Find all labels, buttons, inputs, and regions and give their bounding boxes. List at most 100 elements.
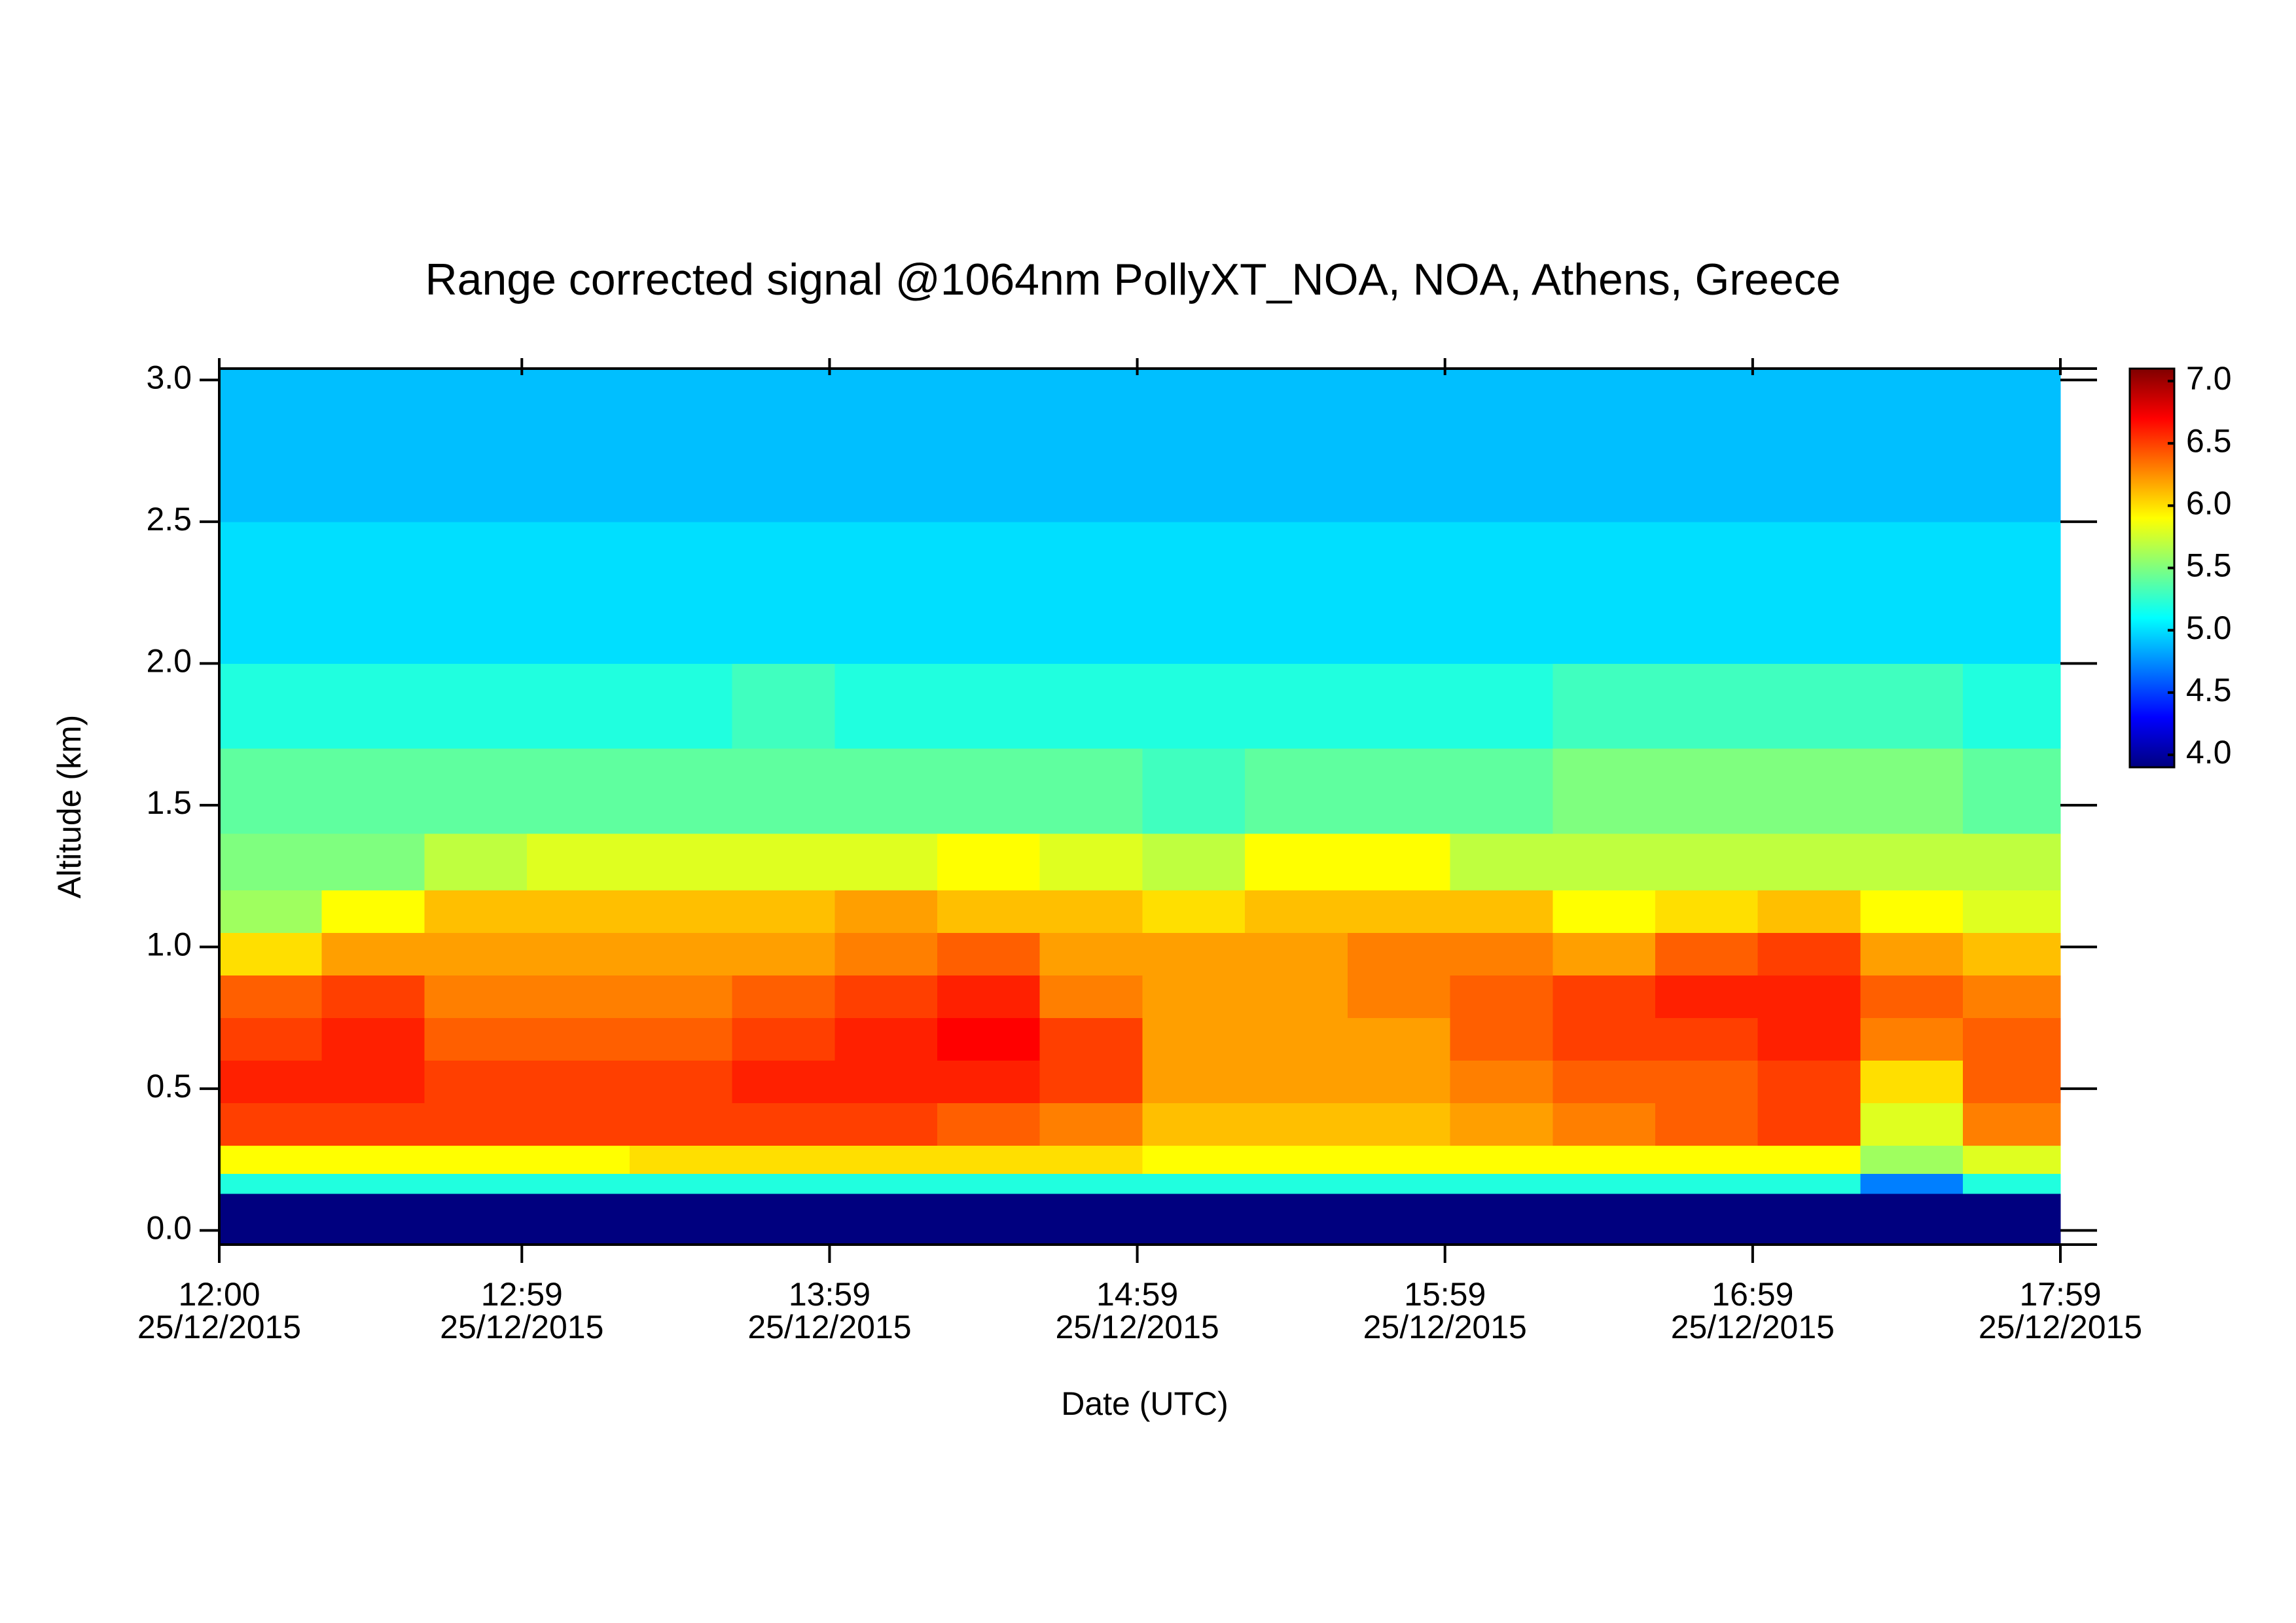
cell — [1963, 369, 2061, 522]
cell — [1450, 1145, 1553, 1175]
cell — [1039, 932, 1143, 976]
cell — [1757, 1017, 1861, 1061]
cell — [834, 521, 938, 664]
cell — [1142, 663, 1246, 749]
cell — [1860, 1145, 1964, 1175]
cell — [834, 1060, 938, 1103]
cell — [937, 975, 1041, 1019]
cell — [1655, 1017, 1759, 1061]
cell — [937, 369, 1041, 522]
cell — [1552, 1145, 1656, 1175]
cell — [1552, 1194, 1656, 1245]
cell — [1450, 1103, 1553, 1146]
cell — [321, 1017, 425, 1061]
y-tick-label: 3.0 — [146, 359, 192, 396]
cell — [1655, 833, 1759, 891]
cell — [1757, 748, 1861, 834]
cell — [219, 369, 323, 522]
cell — [732, 369, 835, 522]
colorbar-tick-label: 5.5 — [2186, 547, 2232, 584]
cell — [1552, 1060, 1656, 1103]
cell — [1757, 1173, 1861, 1194]
cell — [732, 932, 835, 976]
cell — [629, 932, 733, 976]
cell — [424, 369, 528, 522]
cell — [834, 975, 938, 1019]
cell — [1860, 1194, 1964, 1245]
cell — [1245, 748, 1348, 834]
x-tick-label: 25/12/2015 — [1671, 1309, 1835, 1345]
x-tick-label: 16:59 — [1712, 1276, 1793, 1313]
cell — [1347, 1194, 1451, 1245]
cell — [1142, 975, 1246, 1019]
cell — [1450, 975, 1553, 1019]
cell — [1039, 369, 1143, 522]
x-tick-label: 25/12/2015 — [1363, 1309, 1527, 1345]
cell — [424, 1145, 528, 1175]
cell — [1039, 1194, 1143, 1245]
cell — [1757, 521, 1861, 664]
x-tick-label: 25/12/2015 — [440, 1309, 603, 1345]
cell — [1450, 1060, 1553, 1103]
cell — [732, 1103, 835, 1146]
cell — [527, 1103, 630, 1146]
cell — [1245, 1060, 1348, 1103]
cell — [1655, 1060, 1759, 1103]
cell — [527, 1060, 630, 1103]
cell — [1347, 1017, 1451, 1061]
cell — [1450, 663, 1553, 749]
cell — [1655, 890, 1759, 934]
cell — [424, 833, 528, 891]
cell — [527, 1145, 630, 1175]
cell — [219, 1173, 323, 1194]
cell — [1142, 1103, 1246, 1146]
cell — [1245, 369, 1348, 522]
y-axis-label: Altitude (km) — [51, 715, 88, 899]
cell — [1655, 369, 1759, 522]
cell — [321, 1060, 425, 1103]
cell — [1757, 1103, 1861, 1146]
cell — [732, 1173, 835, 1194]
cell — [219, 748, 323, 834]
cell — [937, 1060, 1041, 1103]
cell — [1245, 1017, 1348, 1061]
cell — [1245, 1145, 1348, 1175]
cell — [219, 1017, 323, 1061]
colorbar — [2128, 367, 2176, 769]
cell — [1450, 833, 1553, 891]
cell — [1245, 1173, 1348, 1194]
cell — [1039, 521, 1143, 664]
cell — [1142, 1194, 1246, 1245]
cell — [1142, 1017, 1246, 1061]
x-tick-label: 25/12/2015 — [1055, 1309, 1219, 1345]
cell — [424, 748, 528, 834]
cell — [1655, 1194, 1759, 1245]
cell — [1757, 369, 1861, 522]
cell — [1963, 1017, 2061, 1061]
y-tick-label: 1.0 — [146, 926, 192, 963]
cell — [1963, 748, 2061, 834]
cell — [1347, 1173, 1451, 1194]
cell — [219, 521, 323, 664]
cell — [1963, 1173, 2061, 1194]
cell — [732, 1194, 835, 1245]
cell — [1963, 1103, 2061, 1146]
cell — [1655, 932, 1759, 976]
cell — [1450, 748, 1553, 834]
cell — [1963, 833, 2061, 891]
cell — [1245, 975, 1348, 1019]
cell — [1142, 890, 1246, 934]
cell — [1142, 748, 1246, 834]
cell — [219, 932, 323, 976]
cell — [1347, 521, 1451, 664]
cell — [1450, 369, 1553, 522]
cell — [1860, 369, 1964, 522]
cell — [219, 890, 323, 934]
colorbar-tick-label: 4.0 — [2186, 734, 2232, 771]
cell — [424, 975, 528, 1019]
cell — [1245, 1194, 1348, 1245]
cell — [1860, 932, 1964, 976]
x-tick-label: 25/12/2015 — [1979, 1309, 2142, 1345]
cell — [1245, 890, 1348, 934]
cell — [1757, 1060, 1861, 1103]
